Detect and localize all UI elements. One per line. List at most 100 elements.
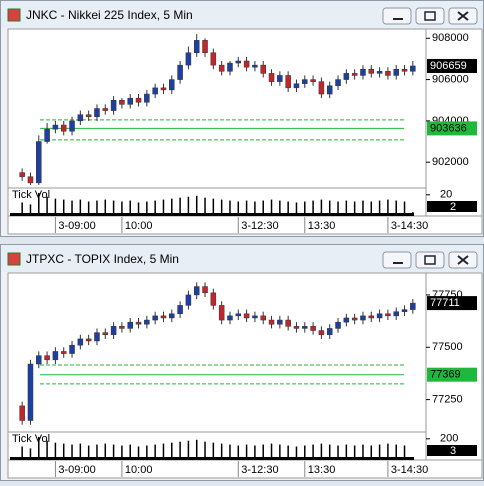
x-tick-label: 13:30: [308, 220, 336, 232]
candle-body: [393, 69, 399, 76]
candle-body: [218, 64, 225, 72]
x-tick-label: 3-14:30: [391, 464, 428, 476]
candle-body: [318, 330, 325, 335]
candle-body: [144, 93, 150, 103]
candle-body: [110, 99, 117, 111]
candle-body: [227, 62, 233, 72]
last-price-box: [427, 58, 477, 73]
candle-body: [169, 313, 175, 319]
x-tick-label: 10:00: [125, 220, 153, 232]
candle-body: [351, 73, 358, 76]
candle-body: [144, 319, 150, 325]
volume-baseline: [10, 213, 414, 216]
chart-window: JTPXC - TOPIX Index, 5 Min77250775007775…: [0, 244, 484, 481]
candle-body: [310, 326, 316, 331]
candle-body: [60, 124, 67, 132]
candle-body: [135, 321, 142, 325]
candle-body: [19, 405, 25, 421]
volume-label: Tick Vol: [12, 189, 50, 201]
minimize-button[interactable]: [382, 7, 412, 25]
candle-body: [335, 79, 341, 87]
candle-body: [169, 79, 175, 91]
candle-body: [127, 321, 133, 329]
last-price-box: [427, 296, 477, 311]
candle-body: [27, 363, 34, 421]
candle-body: [393, 311, 399, 317]
candle-body: [285, 319, 291, 327]
level-box: [427, 367, 477, 382]
candle-body: [260, 64, 266, 74]
restore-glyph: [424, 255, 436, 265]
last-volume-label: 2: [450, 201, 456, 213]
candle-body: [27, 176, 34, 184]
level-label: 903636: [430, 122, 467, 134]
minimize-button[interactable]: [382, 251, 412, 269]
candle-body: [94, 108, 100, 118]
last-price-label: 906659: [430, 60, 467, 72]
candle-body: [293, 83, 300, 89]
candle-body: [243, 313, 250, 319]
y-tick-label: 902000: [432, 156, 469, 168]
candle-body: [302, 326, 308, 329]
candle-body: [410, 302, 416, 310]
candle-body: [218, 305, 225, 321]
candle-body: [185, 294, 192, 306]
candle-body: [285, 75, 291, 89]
candle-body: [235, 313, 242, 317]
candle-body: [252, 64, 258, 68]
candle-body: [277, 75, 283, 82]
candle-body: [235, 60, 242, 64]
candle-body: [410, 65, 416, 72]
candle-body: [318, 81, 325, 95]
candle-body: [152, 87, 158, 95]
price-panel: [7, 28, 427, 189]
candle-body: [127, 97, 133, 105]
candle-body: [326, 328, 333, 335]
window-icon: [7, 252, 21, 266]
candle-body: [351, 317, 358, 321]
x-tick-label: 3-12:30: [241, 220, 278, 232]
candle-body: [193, 40, 200, 53]
candle-body: [77, 114, 84, 122]
restore-button[interactable]: [415, 7, 445, 25]
candle-body: [343, 73, 350, 80]
volume-tick-label: 20: [440, 189, 452, 201]
candle-body: [252, 315, 258, 319]
candle-body: [310, 79, 316, 82]
candle-body: [227, 315, 233, 321]
last-volume-box: [427, 201, 477, 212]
candle-body: [202, 286, 208, 294]
last-volume-box: [427, 445, 477, 456]
candle-body: [160, 315, 167, 319]
candle-body: [52, 351, 59, 361]
candle-body: [302, 79, 308, 84]
candle-body: [177, 64, 183, 80]
x-tick-label: 3-14:30: [391, 220, 428, 232]
candle-body: [119, 99, 125, 105]
restore-button[interactable]: [415, 251, 445, 269]
candle-body: [85, 114, 92, 118]
candle-body: [368, 315, 375, 319]
restore-glyph: [424, 11, 436, 21]
chart-window: JNKC - Nikkei 225 Index, 5 Min9020009040…: [0, 0, 484, 237]
candle-body: [376, 313, 383, 319]
candle-body: [160, 87, 167, 91]
x-tick-label: 10:00: [125, 464, 153, 476]
candle-body: [260, 315, 266, 321]
candle-body: [268, 73, 275, 82]
y-tick-label: 77250: [432, 394, 463, 406]
candle-body: [360, 69, 366, 76]
x-tick-label: 3-09:00: [58, 464, 95, 476]
volume-label: Tick Vol: [12, 433, 50, 445]
candle-body: [102, 332, 109, 335]
price-panel: [7, 272, 427, 433]
candle-body: [44, 355, 50, 361]
candle-body: [277, 319, 283, 325]
candle-body: [102, 108, 109, 111]
candle-body: [177, 305, 183, 315]
candle-body: [368, 69, 375, 74]
x-tick-label: 13:30: [308, 464, 336, 476]
y-tick-label: 77500: [432, 341, 463, 353]
